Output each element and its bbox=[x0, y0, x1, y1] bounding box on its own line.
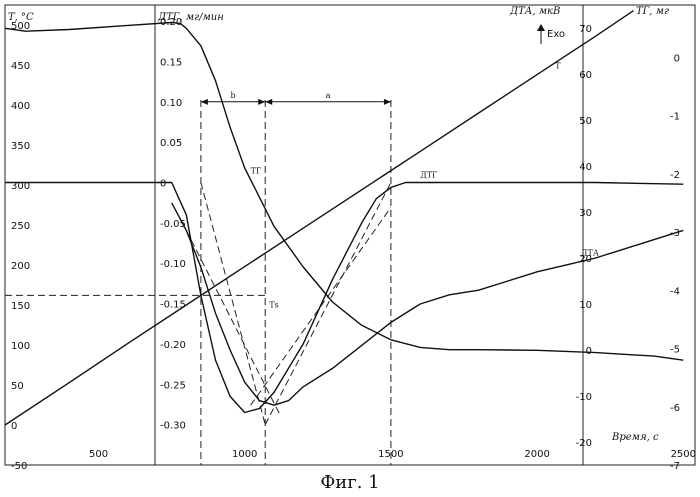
interval-arrow-icon bbox=[200, 98, 208, 105]
dta-tick-label: -10 bbox=[576, 392, 592, 403]
plot-frame bbox=[4, 4, 696, 466]
t-tick-label: 150 bbox=[11, 301, 30, 312]
t-tick-label: 350 bbox=[11, 141, 30, 152]
dta-tick-label: 20 bbox=[579, 254, 592, 265]
series-label: ДТГ bbox=[420, 171, 437, 180]
series-line bbox=[5, 181, 684, 414]
dta-tick-label: 60 bbox=[579, 70, 592, 81]
tg-tick-label: -6 bbox=[670, 403, 680, 414]
interval-arrow-icon bbox=[258, 98, 266, 105]
dtg-tick-label: 0.15 bbox=[160, 58, 182, 69]
series-label: Т bbox=[555, 62, 561, 71]
tg-tick-label: -3 bbox=[670, 228, 680, 239]
series-label: ДТА bbox=[581, 248, 599, 257]
dtg-tick-label: 0.05 bbox=[160, 138, 182, 149]
t-tick-label: 0 bbox=[11, 421, 17, 432]
time-tick-label: 1500 bbox=[378, 449, 403, 460]
dta-tick-label: 10 bbox=[579, 300, 592, 311]
dtg-tick-label: -0.30 bbox=[160, 421, 186, 432]
t-tick-label: 200 bbox=[11, 261, 30, 272]
tangent-line bbox=[264, 182, 392, 425]
time-tick-label: 1000 bbox=[232, 449, 257, 460]
dta-tick-label: 70 bbox=[579, 24, 592, 35]
t-tick-label: 500 bbox=[11, 21, 30, 32]
t-tick-label: 450 bbox=[11, 61, 30, 72]
time-tick-label: 2500 bbox=[671, 449, 696, 460]
dta-tick-label: -20 bbox=[576, 438, 592, 449]
dtg-tick-label: 0 bbox=[160, 179, 166, 190]
dtg-tick-label: -0.05 bbox=[160, 219, 186, 230]
t-axis-title: Т, °С bbox=[8, 12, 34, 23]
series-line bbox=[171, 202, 684, 406]
interval-label: b bbox=[231, 91, 236, 100]
tg-tick-label: 0 bbox=[674, 53, 680, 64]
tg-tick-label: -1 bbox=[670, 112, 680, 123]
t-tick-label: -50 bbox=[11, 461, 27, 472]
dtg-tick-label: -0.25 bbox=[160, 380, 186, 391]
series-line bbox=[4, 21, 684, 361]
tg-axis-title: ТГ, мг bbox=[636, 6, 669, 17]
series-line bbox=[4, 10, 634, 426]
dta-tick-label: 50 bbox=[579, 116, 592, 127]
curves: Т ТГ ДТГ ДТА bbox=[4, 10, 684, 426]
dta-tick-label: 0 bbox=[586, 346, 592, 357]
tangent-line bbox=[200, 182, 266, 425]
time-tick-label: 2000 bbox=[524, 449, 549, 460]
tangent-line bbox=[185, 230, 281, 415]
interval-arrow-icon bbox=[265, 98, 273, 105]
t-tick-label: 100 bbox=[11, 341, 30, 352]
interval-label: a bbox=[326, 91, 331, 100]
tg-tick-label: -5 bbox=[670, 345, 680, 356]
figure-caption: Фиг. 1 bbox=[320, 472, 379, 493]
time-axis-title: Время, с bbox=[611, 432, 659, 443]
exo-label: Exo bbox=[547, 29, 565, 40]
t-tick-label: 400 bbox=[11, 101, 30, 112]
tg-tick-label: -7 bbox=[670, 461, 680, 472]
t-tick-label: 250 bbox=[11, 221, 30, 232]
t-tick-label: 300 bbox=[11, 181, 30, 192]
exo-arrowhead-icon bbox=[537, 24, 545, 31]
dtg-axis-title: ДТГ, мг/мин bbox=[157, 12, 224, 23]
ts-label: Тs bbox=[269, 300, 278, 309]
tg-tick-label: -4 bbox=[670, 286, 680, 297]
dtg-tick-label: 0.20 bbox=[160, 17, 182, 28]
series-label: ТГ bbox=[251, 167, 262, 176]
time-tick-label: 500 bbox=[89, 449, 108, 460]
dta-tick-label: 40 bbox=[579, 162, 592, 173]
dtg-tick-label: -0.15 bbox=[160, 300, 186, 311]
dta-axis-title: ДТА, мкВ bbox=[509, 6, 560, 17]
tg-tick-label: -2 bbox=[670, 170, 680, 181]
interval-arrow-icon bbox=[383, 98, 391, 105]
dtg-tick-label: -0.20 bbox=[160, 340, 186, 351]
dta-tick-label: 30 bbox=[579, 208, 592, 219]
dtg-tick-label: -0.10 bbox=[160, 259, 186, 270]
dtg-tick-label: 0.10 bbox=[160, 98, 182, 109]
t-tick-label: 50 bbox=[11, 381, 24, 392]
